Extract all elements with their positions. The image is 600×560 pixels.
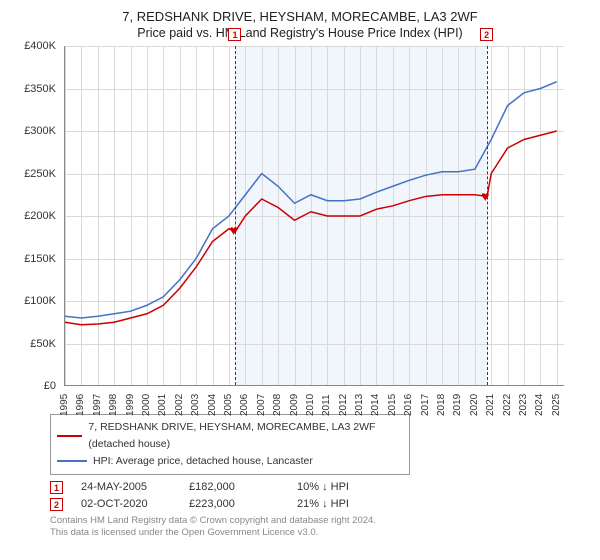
- event-row: 2 02-OCT-2020 £223,000 21% ↓ HPI: [50, 498, 590, 511]
- x-tick-label: 2013: [354, 394, 365, 416]
- x-tick-label: 2021: [485, 394, 496, 416]
- footer-attribution: Contains HM Land Registry data © Crown c…: [50, 515, 590, 540]
- y-tick-label: £200K: [24, 210, 56, 222]
- footer-line: This data is licensed under the Open Gov…: [50, 527, 590, 539]
- plot-region: 12♥♥: [64, 46, 564, 386]
- event-marker: 1: [50, 481, 63, 494]
- heart-icon: ♥: [229, 225, 241, 237]
- y-tick-label: £400K: [24, 40, 56, 52]
- x-tick-label: 2011: [321, 395, 332, 417]
- event-date: 02-OCT-2020: [81, 498, 171, 510]
- event-delta: 21% ↓ HPI: [297, 498, 387, 510]
- legend-swatch: [57, 460, 87, 462]
- x-tick-label: 2001: [157, 394, 168, 416]
- footer-line: Contains HM Land Registry data © Crown c…: [50, 515, 590, 527]
- y-axis-labels: £0£50K£100K£150K£200K£250K£300K£350K£400…: [10, 46, 60, 406]
- x-tick-label: 2010: [305, 394, 316, 416]
- chart-title: 7, REDSHANK DRIVE, HEYSHAM, MORECAMBE, L…: [10, 8, 590, 26]
- x-tick-label: 2023: [518, 394, 529, 416]
- y-tick-label: £150K: [24, 253, 56, 265]
- event-price: £182,000: [189, 481, 279, 493]
- marker-line: [487, 46, 488, 385]
- x-tick-label: 2012: [338, 394, 349, 416]
- line-chart-svg: [65, 46, 564, 385]
- event-row: 1 24-MAY-2005 £182,000 10% ↓ HPI: [50, 481, 590, 494]
- events-table: 1 24-MAY-2005 £182,000 10% ↓ HPI 2 02-OCT-202…: [50, 481, 590, 511]
- x-tick-label: 1999: [125, 394, 136, 416]
- x-tick-label: 2004: [207, 394, 218, 416]
- legend-item: HPI: Average price, detached house, Lanc…: [57, 453, 403, 470]
- event-date: 24-MAY-2005: [81, 481, 171, 493]
- x-tick-label: 2025: [551, 394, 562, 416]
- y-tick-label: £0: [44, 380, 56, 392]
- x-tick-label: 2015: [387, 394, 398, 416]
- heart-icon: ♥: [481, 191, 493, 203]
- x-tick-label: 2018: [436, 394, 447, 416]
- x-tick-label: 1996: [75, 394, 86, 416]
- y-tick-label: £350K: [24, 83, 56, 95]
- x-tick-label: 2009: [289, 394, 300, 416]
- event-delta: 10% ↓ HPI: [297, 481, 387, 493]
- y-tick-label: £300K: [24, 125, 56, 137]
- marker-label: 2: [480, 28, 493, 41]
- x-tick-label: 2000: [141, 394, 152, 416]
- x-tick-label: 1997: [92, 394, 103, 416]
- chart-area: £0£50K£100K£150K£200K£250K£300K£350K£400…: [10, 46, 570, 406]
- event-price: £223,000: [189, 498, 279, 510]
- x-axis-labels: 1995199619971998199920002001200220032004…: [64, 388, 564, 428]
- y-tick-label: £100K: [24, 295, 56, 307]
- event-marker: 2: [50, 498, 63, 511]
- legend-label: HPI: Average price, detached house, Lanc…: [93, 453, 313, 470]
- x-tick-label: 2017: [420, 394, 431, 416]
- x-tick-label: 2006: [239, 394, 250, 416]
- chart-subtitle: Price paid vs. HM Land Registry's House …: [10, 26, 590, 40]
- y-tick-label: £250K: [24, 168, 56, 180]
- x-tick-label: 2022: [502, 394, 513, 416]
- x-tick-label: 2003: [190, 394, 201, 416]
- x-tick-label: 2014: [370, 394, 381, 416]
- series-price_paid: [65, 131, 557, 325]
- chart-container: 7, REDSHANK DRIVE, HEYSHAM, MORECAMBE, L…: [0, 0, 600, 560]
- x-tick-label: 2024: [534, 394, 545, 416]
- x-tick-label: 2005: [223, 394, 234, 416]
- y-tick-label: £50K: [30, 338, 56, 350]
- x-tick-label: 2016: [403, 394, 414, 416]
- legend-swatch: [57, 435, 82, 437]
- x-tick-label: 2020: [469, 394, 480, 416]
- x-tick-label: 2019: [452, 394, 463, 416]
- marker-line: [235, 46, 236, 385]
- x-tick-label: 2008: [272, 394, 283, 416]
- x-tick-label: 1995: [59, 394, 70, 416]
- x-tick-label: 2007: [256, 394, 267, 416]
- marker-label: 1: [228, 28, 241, 41]
- x-tick-label: 2002: [174, 394, 185, 416]
- x-tick-label: 1998: [108, 394, 119, 416]
